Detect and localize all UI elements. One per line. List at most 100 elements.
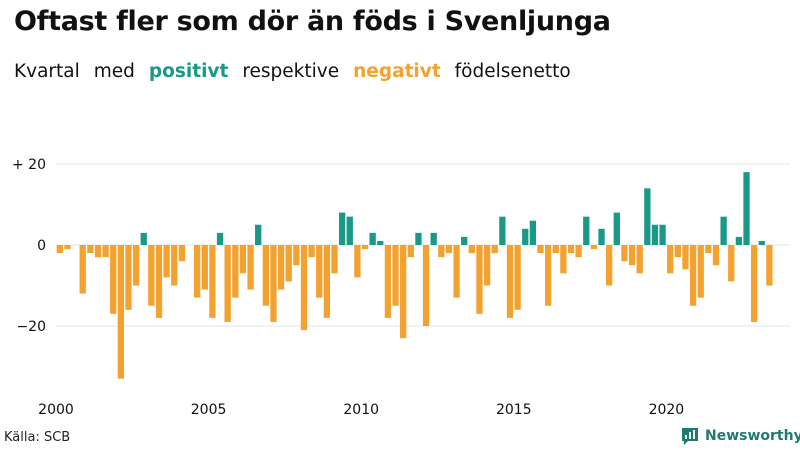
bar-positive xyxy=(659,224,666,245)
bar-negative xyxy=(155,245,163,318)
bar-negative xyxy=(689,245,697,306)
subtitle-negative-word: negativt xyxy=(353,61,441,82)
bar-positive xyxy=(529,220,537,245)
bar-positive xyxy=(651,224,659,245)
bar-negative xyxy=(102,245,109,258)
x-tick-label: 2015 xyxy=(496,402,532,418)
bar-negative xyxy=(506,245,514,318)
bar-negative xyxy=(285,245,292,282)
bar-negative xyxy=(56,245,63,254)
bar-negative xyxy=(766,245,773,286)
y-tick-label: + 20 xyxy=(12,157,46,173)
bar-negative xyxy=(331,245,338,274)
bar-positive xyxy=(140,232,147,245)
bar-negative xyxy=(148,245,155,306)
bar-negative xyxy=(445,245,453,254)
bar-negative xyxy=(567,245,575,254)
bar-negative xyxy=(224,245,231,322)
bar-negative xyxy=(87,245,94,254)
bar-negative xyxy=(514,245,521,310)
subtitle-positive-word: positivt xyxy=(148,61,229,82)
bar-negative xyxy=(194,245,201,298)
bar-negative xyxy=(628,245,636,266)
bar-negative xyxy=(316,245,323,298)
bar-positive xyxy=(613,212,620,245)
bar-negative xyxy=(468,245,475,254)
bar-positive xyxy=(598,228,605,245)
bar-positive xyxy=(644,188,651,245)
bar-negative xyxy=(354,245,361,278)
bar-negative xyxy=(400,245,407,339)
bar-negative xyxy=(262,245,269,306)
bar-negative xyxy=(667,245,674,274)
bar-positive xyxy=(216,232,224,245)
bar-negative xyxy=(682,245,689,270)
y-tick-label: −20 xyxy=(16,319,46,335)
x-tick-label: 2005 xyxy=(191,402,227,418)
bar-positive xyxy=(499,216,506,245)
bar-negative xyxy=(392,245,399,306)
bar-negative xyxy=(323,245,331,318)
bar-negative xyxy=(247,245,254,290)
subtitle-word: med xyxy=(93,61,135,82)
bar-positive xyxy=(735,236,743,245)
bar-negative xyxy=(277,245,285,290)
bar-negative xyxy=(308,245,315,258)
bar-negative xyxy=(621,245,628,262)
bar-negative xyxy=(117,245,124,379)
bar-positive xyxy=(743,172,750,245)
bar-positive xyxy=(369,232,376,245)
bar-positive xyxy=(377,240,384,245)
bar-negative xyxy=(751,245,758,322)
bar-negative xyxy=(209,245,216,318)
bar-negative xyxy=(422,245,430,326)
bar-negative xyxy=(384,245,392,318)
bar-negative xyxy=(239,245,247,274)
subtitle-word: födelsenetto xyxy=(454,61,571,82)
bar-negative xyxy=(171,245,178,286)
bar-negative xyxy=(575,245,582,258)
source-note: Källa: SCB xyxy=(4,430,71,445)
bar-negative xyxy=(483,245,491,286)
bar-negative xyxy=(132,245,140,286)
bar-negative xyxy=(163,245,170,278)
bar-negative xyxy=(636,245,643,274)
bar-negative xyxy=(110,245,117,314)
subtitle-word: Kvartal xyxy=(14,61,80,82)
x-tick-label: 2010 xyxy=(343,402,379,418)
bar-negative xyxy=(606,245,613,286)
chart-title: Oftast fler som dör än föds i Svenljunga xyxy=(14,6,611,37)
bar-negative xyxy=(560,245,567,274)
bar-negative xyxy=(300,245,308,331)
bar-negative xyxy=(438,245,445,258)
bar-negative xyxy=(79,245,86,294)
bar-negative xyxy=(270,245,277,322)
bar-negative xyxy=(94,245,102,258)
bar-negative xyxy=(537,245,544,254)
bar-positive xyxy=(522,228,529,245)
bar-negative xyxy=(697,245,704,298)
x-tick-label: 2000 xyxy=(38,402,74,418)
bar-positive xyxy=(430,232,437,245)
brand-name: Newsworthy xyxy=(705,428,800,444)
bar-negative xyxy=(544,245,552,306)
bar-negative xyxy=(491,245,498,254)
bar-negative xyxy=(552,245,559,254)
bar-negative xyxy=(590,245,598,250)
bar-negative xyxy=(232,245,239,298)
bar-positive xyxy=(583,216,590,245)
bar-negative xyxy=(178,245,186,262)
bar-positive xyxy=(338,212,346,245)
bar-negative xyxy=(361,245,369,250)
bar-negative xyxy=(728,245,735,282)
bar-positive xyxy=(461,236,468,245)
bar-positive xyxy=(720,216,727,245)
brand-logo: Newsworthy xyxy=(680,426,800,446)
y-tick-label: 0 xyxy=(37,238,46,254)
subtitle-word: respektive xyxy=(242,61,340,82)
bar-negative xyxy=(293,245,300,266)
bar-negative xyxy=(125,245,132,310)
bar-negative xyxy=(407,245,414,258)
bar-negative xyxy=(705,245,712,254)
